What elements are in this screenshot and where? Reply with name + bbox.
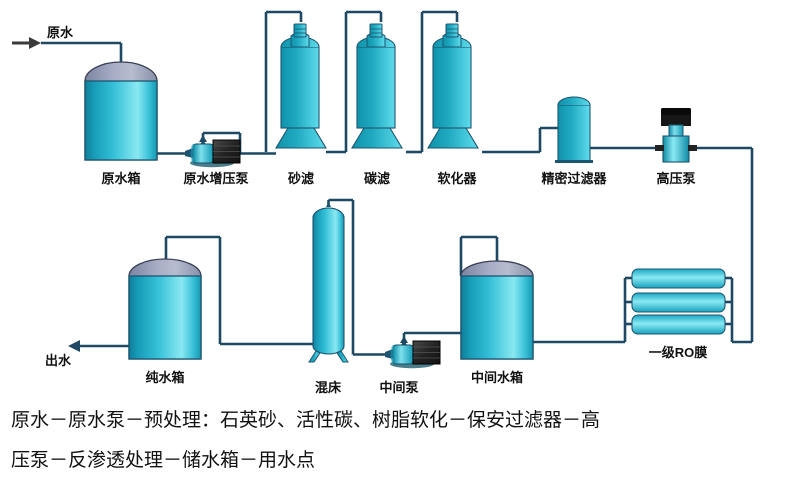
svg-text:砂滤: 砂滤 (287, 171, 314, 186)
svg-text:精密过滤器: 精密过滤器 (541, 171, 607, 186)
svg-text:碳滤: 碳滤 (364, 171, 390, 186)
svg-text:原水－原水泵－预处理：石英砂、活性碳、树脂软化－保安过滤器－: 原水－原水泵－预处理：石英砂、活性碳、树脂软化－保安过滤器－高 (11, 409, 600, 431)
svg-text:中间水箱: 中间水箱 (471, 370, 523, 385)
svg-text:纯水箱: 纯水箱 (145, 370, 184, 385)
svg-text:软化器: 软化器 (437, 171, 477, 186)
svg-text:一级RO膜: 一级RO膜 (649, 345, 708, 360)
svg-text:高压泵: 高压泵 (656, 171, 695, 186)
svg-text:中间泵: 中间泵 (379, 380, 418, 395)
svg-text:混床: 混床 (315, 380, 342, 395)
svg-text:原水箱: 原水箱 (101, 171, 140, 186)
svg-text:压泵－反渗透处理－储水箱－用水点: 压泵－反渗透处理－储水箱－用水点 (11, 449, 315, 471)
svg-text:原水: 原水 (47, 25, 74, 40)
svg-text:出水: 出水 (45, 353, 72, 368)
svg-text:原水增压泵: 原水增压泵 (183, 171, 248, 186)
